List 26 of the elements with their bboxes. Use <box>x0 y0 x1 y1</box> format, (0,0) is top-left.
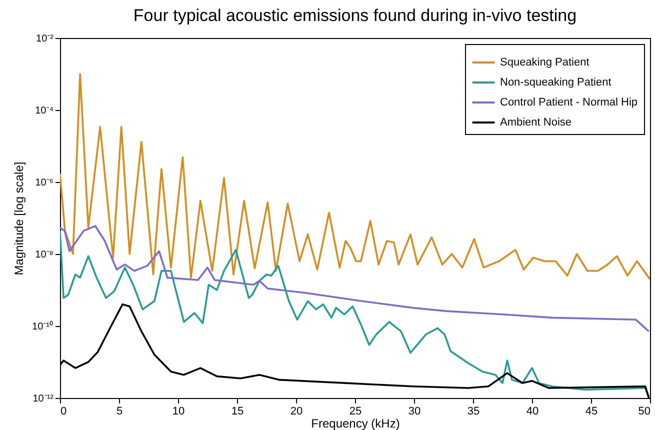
x-axis-title: Frequency (kHz) <box>311 416 400 430</box>
x-tick-label: 35 <box>467 406 480 418</box>
x-tick-label: 45 <box>585 406 598 418</box>
x-tick-label: 25 <box>349 406 362 418</box>
legend-label: Ambient Noise <box>500 116 572 128</box>
line-series <box>60 225 650 332</box>
x-tick-label: 50 <box>638 406 650 418</box>
y-tick-label: 10⁻¹² <box>32 394 54 404</box>
x-tick-label: 10 <box>172 406 185 418</box>
x-tick-label: 30 <box>408 406 421 418</box>
x-tick-label: 40 <box>526 406 539 418</box>
x-tick-label: 15 <box>231 406 244 418</box>
x-tick-label: 0 <box>60 406 67 418</box>
legend-label: Control Patient - Normal Hip <box>500 96 638 108</box>
legend-label: Non-squeaking Patient <box>500 76 612 88</box>
x-tick-label: 20 <box>290 406 303 418</box>
y-axis-title: Magnitude [log scale] <box>12 162 26 276</box>
y-tick-label: 10⁻¹⁰ <box>32 320 54 332</box>
line-series <box>60 73 650 280</box>
y-tick-label: 10⁻⁸ <box>35 250 54 260</box>
x-tick-label: 5 <box>116 406 123 418</box>
y-tick-label: 10⁻² <box>36 34 54 44</box>
y-tick-label: 10⁻⁴ <box>35 106 54 116</box>
legend-label: Squeaking Patient <box>500 56 590 68</box>
y-tick-label: 10⁻⁶ <box>35 178 54 188</box>
chart-title: Four typical acoustic emissions found during in-vivo testing <box>133 6 577 25</box>
